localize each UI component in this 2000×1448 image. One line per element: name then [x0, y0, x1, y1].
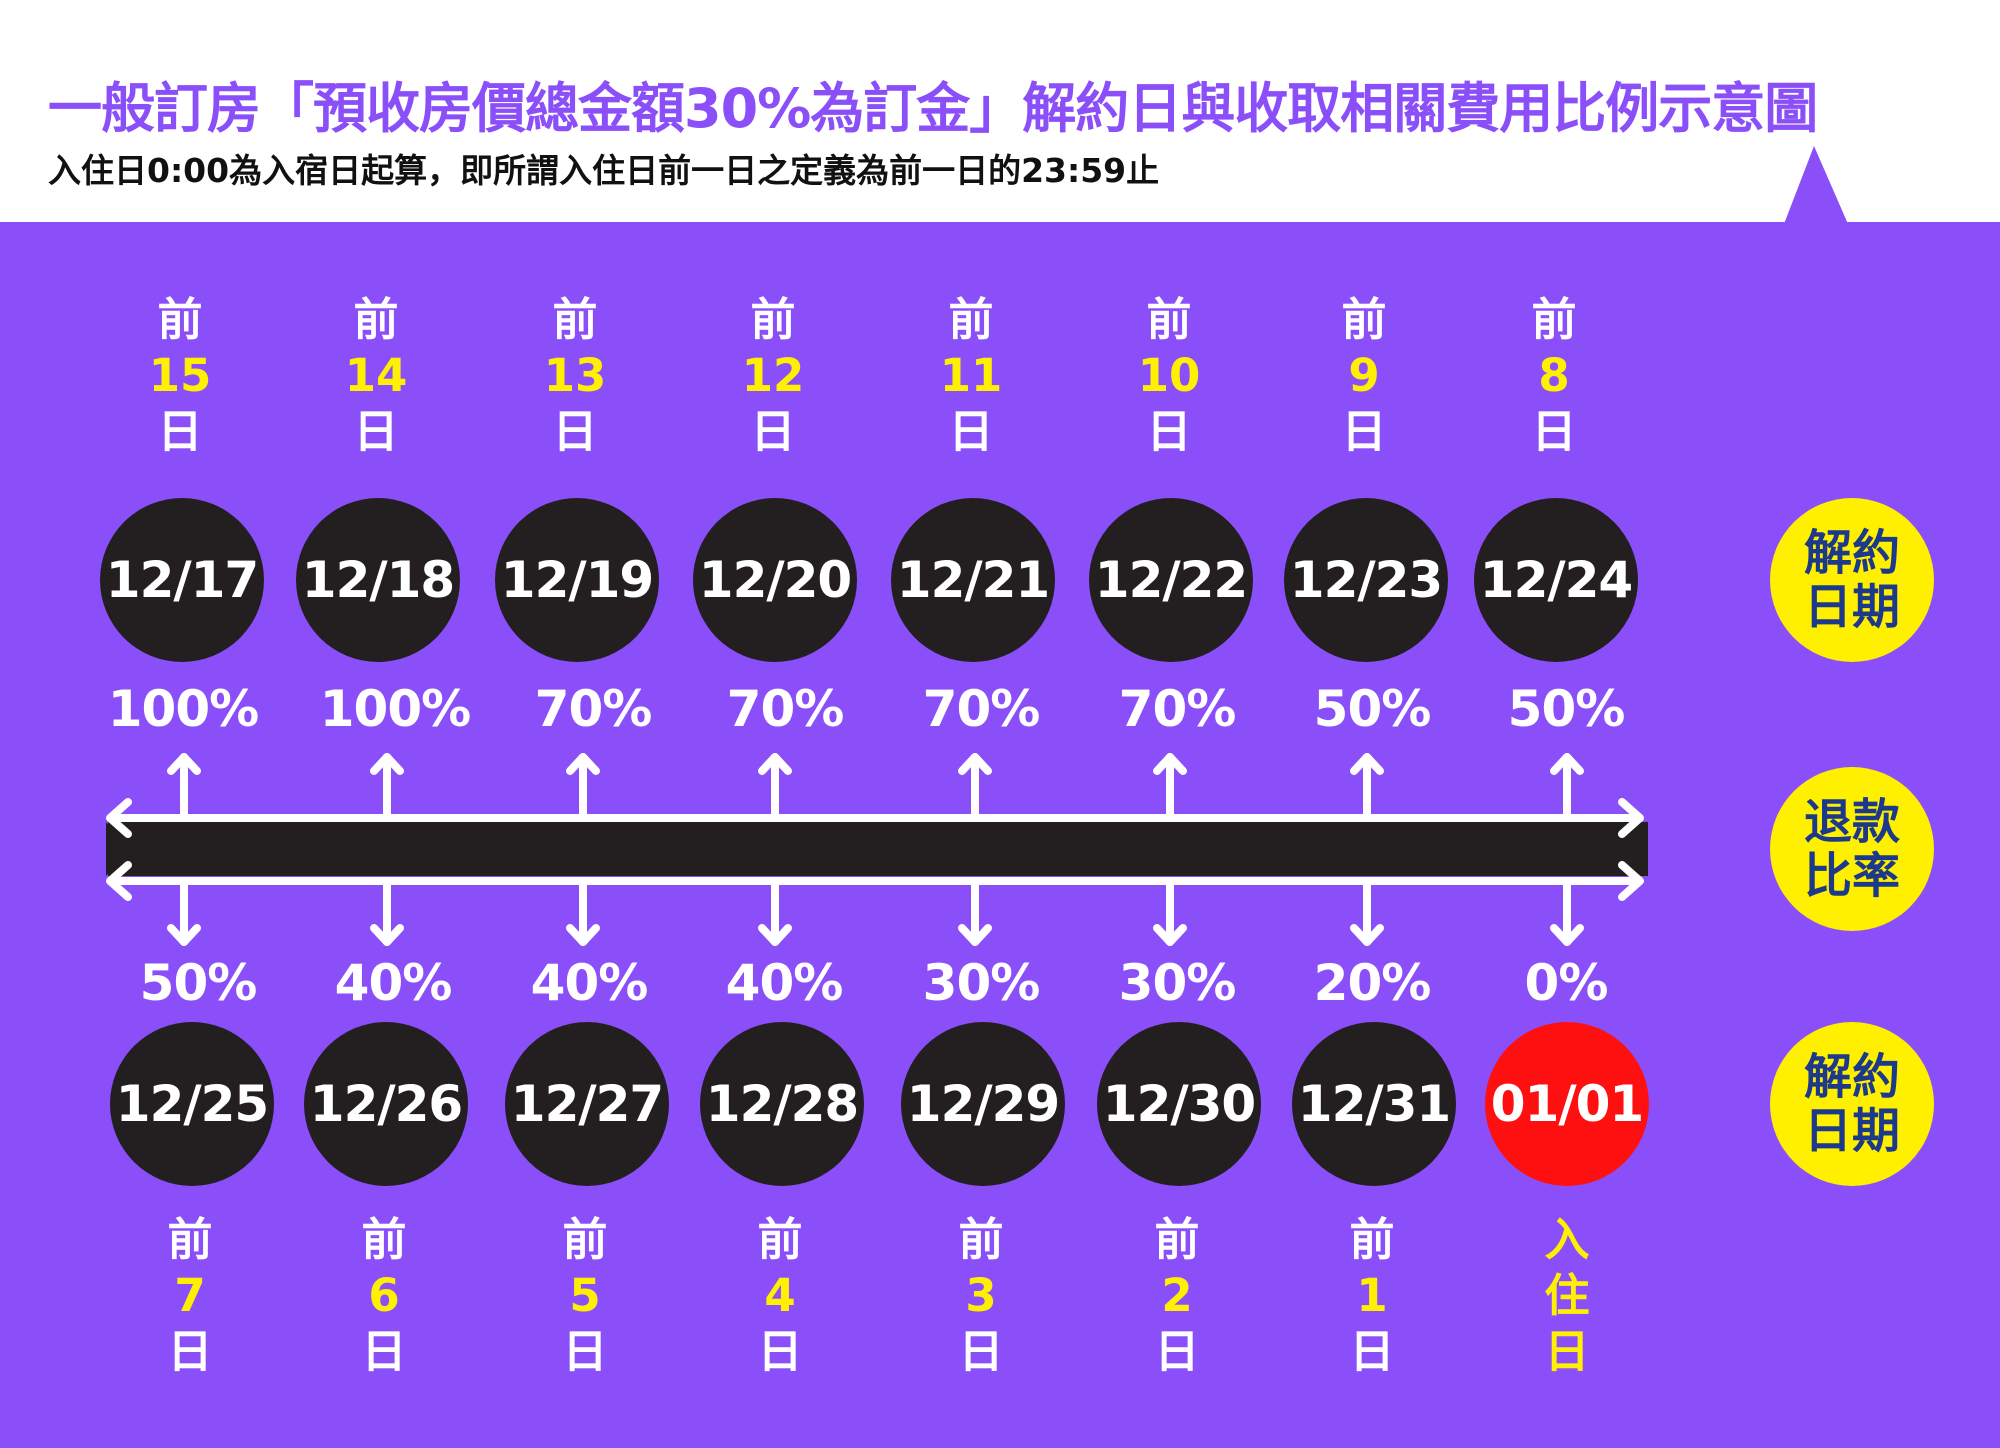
refund-percent: 40%: [530, 954, 649, 1012]
date-circle: 12/18: [296, 498, 460, 662]
cancel-date-badge: 解約 日期: [1770, 1022, 1934, 1186]
callout-pointer: [1784, 146, 1848, 224]
refund-percent: 50%: [139, 954, 258, 1012]
refund-percent: 50%: [1313, 680, 1432, 738]
date-circle: 12/21: [891, 498, 1055, 662]
date-circle: 12/26: [304, 1022, 468, 1186]
date-circle: 12/29: [901, 1022, 1065, 1186]
refund-percent: 20%: [1313, 954, 1432, 1012]
down-arrows: [167, 878, 1584, 946]
date-circle: 12/23: [1284, 498, 1448, 662]
refund-rate-badge: 退款 比率: [1770, 767, 1934, 931]
refund-percent: 70%: [1118, 680, 1237, 738]
timeline-arrowheads: [106, 798, 1644, 901]
top-day-label: 前 11 日: [939, 293, 1003, 458]
checkin-day-label: 入住日: [1544, 1213, 1590, 1378]
up-arrow-head: [958, 753, 992, 775]
top-day-label: 前 12 日: [741, 293, 805, 458]
up-arrow-head: [1350, 753, 1384, 775]
page-subtitle: 入住日0:00為入宿日起算，即所謂入住日前一日之定義為前一日的23:59止: [48, 151, 1160, 190]
timeline: [106, 753, 1648, 946]
date-circle: 12/30: [1097, 1022, 1261, 1186]
date-circle: 12/19: [495, 498, 659, 662]
refund-percent: 0%: [1524, 954, 1609, 1012]
timeline-bar: [108, 822, 1644, 876]
up-arrow-head: [370, 753, 404, 775]
date-circle: 12/17: [100, 498, 264, 662]
up-arrow-head: [1550, 753, 1584, 775]
top-day-label: 前 15 日: [148, 293, 212, 458]
top-day-label: 前 13 日: [543, 293, 607, 458]
down-arrow-head: [566, 924, 600, 946]
up-arrow-head: [758, 753, 792, 775]
top-day-label: 前 10 日: [1137, 293, 1201, 458]
date-circle: 12/31: [1292, 1022, 1456, 1186]
up-arrows: [167, 753, 1584, 821]
top-day-label: 前 14 日: [344, 293, 408, 458]
refund-percent: 70%: [726, 680, 845, 738]
refund-percent: 30%: [922, 954, 1041, 1012]
refund-percent: 70%: [534, 680, 653, 738]
refund-percent: 70%: [922, 680, 1041, 738]
refund-percent: 50%: [1507, 680, 1626, 738]
up-arrow-head: [566, 753, 600, 775]
timeline-left-end: [106, 822, 130, 876]
refund-percent: 40%: [725, 954, 844, 1012]
up-arrow-head: [1153, 753, 1187, 775]
date-circle: 12/28: [700, 1022, 864, 1186]
refund-percent: 100%: [319, 680, 471, 738]
date-circle: 12/20: [693, 498, 857, 662]
date-circle: 12/25: [110, 1022, 274, 1186]
timeline-guide-lines: [108, 814, 1642, 885]
down-arrow-head: [1153, 924, 1187, 946]
down-arrow-head: [167, 924, 201, 946]
checkin-date-circle: 01/01: [1485, 1022, 1649, 1186]
down-arrow-head: [958, 924, 992, 946]
date-circle: 12/22: [1089, 498, 1253, 662]
date-circle: 12/27: [505, 1022, 669, 1186]
down-arrow-head: [758, 924, 792, 946]
down-arrow-head: [1550, 924, 1584, 946]
up-arrow-head: [167, 753, 201, 775]
timeline-right-end: [1640, 822, 1648, 876]
down-arrow-head: [370, 924, 404, 946]
cancel-date-badge: 解約 日期: [1770, 498, 1934, 662]
date-circle: 12/24: [1474, 498, 1638, 662]
refund-percent: 100%: [107, 680, 259, 738]
down-arrow-head: [1350, 924, 1384, 946]
refund-percent: 40%: [334, 954, 453, 1012]
refund-percent: 30%: [1118, 954, 1237, 1012]
page-title: 一般訂房「預收房價總金額30%為訂金」解約日與收取相關費用比例示意圖: [48, 77, 1818, 140]
